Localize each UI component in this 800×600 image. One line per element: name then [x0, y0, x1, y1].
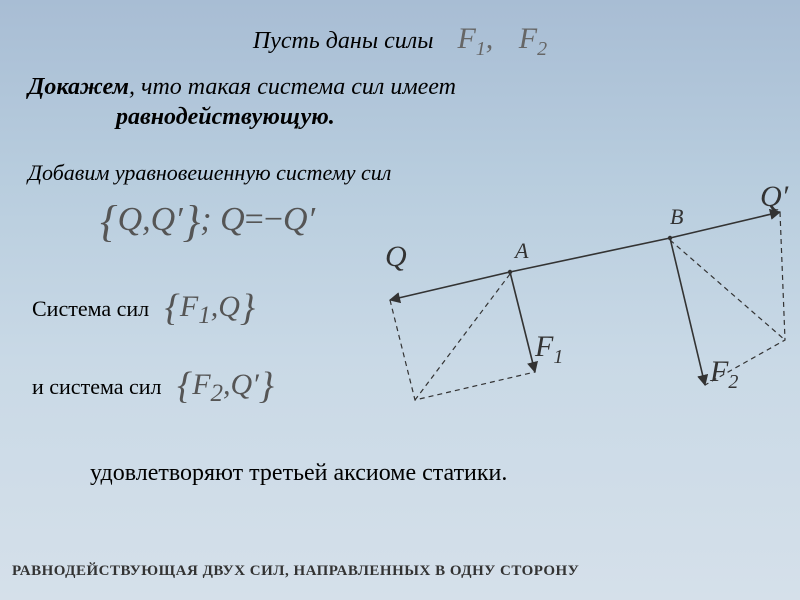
prove-line2: равнодействующую.	[116, 102, 772, 132]
prove-rest: , что такая система сил имеет	[129, 74, 456, 100]
system2-text: и система сил	[32, 374, 162, 399]
label-f2: F2	[710, 355, 738, 394]
system1-line: Система сил {F1,Q}	[32, 286, 255, 330]
system2-set: {F2,Q′}	[177, 368, 274, 401]
axiom-line: удовлетворяют третьей аксиоме статики.	[90, 460, 507, 487]
label-qprime: Q′	[760, 180, 788, 214]
intro-line: Пусть даны силы F1, F2	[0, 22, 800, 61]
footer-title: РАВНОДЕЙСТВУЮЩАЯ ДВУХ СИЛ, НАПРАВЛЕННЫХ …	[12, 563, 788, 580]
system1-text: Система сил	[32, 296, 149, 321]
equation-qqprime: {Q,Q′}; Q=−Q′	[100, 200, 315, 244]
f1-symbol: F1,	[457, 22, 500, 55]
system1-set: {F1,Q}	[165, 290, 255, 323]
prove-word: Докажем	[28, 74, 129, 100]
intro-lead: Пусть даны силы	[253, 28, 434, 54]
label-f1: F1	[535, 330, 563, 369]
prove-paragraph: Докажем, что такая система сил имеет рав…	[28, 72, 772, 132]
label-q: Q	[385, 240, 407, 274]
f2-symbol: F2	[519, 22, 547, 55]
label-b: B	[670, 204, 683, 230]
system2-line: и система сил {F2,Q′}	[32, 364, 274, 408]
force-diagram: Q A B Q′ F1 F2	[380, 200, 790, 430]
label-a: A	[515, 238, 528, 264]
add-system-line: Добавим уравновешенную систему сил	[28, 160, 391, 186]
